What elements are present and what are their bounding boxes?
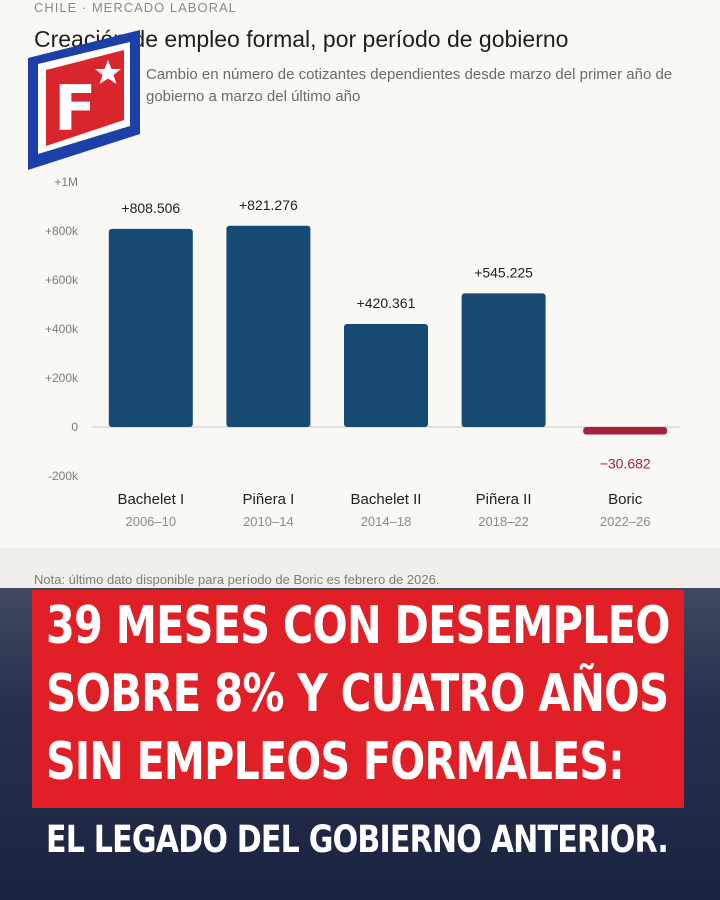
y-tick-label: +200k <box>45 371 79 385</box>
logo-letter: F <box>54 72 96 145</box>
bar <box>226 225 311 427</box>
y-tick-label: +400k <box>45 322 79 336</box>
y-tick-label: -200k <box>48 469 79 483</box>
x-tick-label: Piñera II <box>476 491 532 508</box>
headline-subline: EL LEGADO DEL GOBIERNO ANTERIOR. <box>46 818 669 861</box>
x-period-label: 2014–18 <box>361 514 412 529</box>
headline-line-3: SIN EMPLEOS FORMALES: <box>46 732 625 792</box>
bar <box>108 228 193 427</box>
note-strip <box>0 548 720 588</box>
y-tick-label: +600k <box>45 273 79 287</box>
bar <box>461 293 546 427</box>
bar-chart: +1M +800k +600k +400k +200k 0 -200k +808.506 Bac… <box>45 175 680 529</box>
headline-box <box>32 590 684 808</box>
chart-kicker: CHILE · MERCADO LABORAL <box>34 0 237 15</box>
chart-subtitle: Cambio en número de cotizantes dependien… <box>146 66 673 105</box>
x-tick-label: Bachelet I <box>117 491 184 508</box>
chart-note: Nota: último dato disponible para períod… <box>34 572 440 587</box>
data-label: +420.361 <box>357 295 416 311</box>
bar <box>344 324 428 427</box>
headline-line-2: SOBRE 8% Y CUATRO AÑOS <box>46 664 669 724</box>
x-period-label: 2010–14 <box>243 514 294 529</box>
brand-logo: F <box>28 30 140 170</box>
x-tick-label: Boric <box>608 491 643 508</box>
x-tick-label: Bachelet II <box>351 491 422 508</box>
data-label: −30.682 <box>600 456 651 472</box>
x-period-label: 2006–10 <box>125 514 176 529</box>
x-period-label: 2018–22 <box>478 514 529 529</box>
data-label: +808.506 <box>121 200 180 216</box>
y-tick-label: +1M <box>54 175 78 189</box>
data-label: +821.276 <box>239 197 298 213</box>
x-tick-label: Piñera I <box>243 491 295 508</box>
star-icon <box>95 60 121 84</box>
bar <box>583 427 668 435</box>
y-tick-label: +800k <box>45 224 79 238</box>
x-period-label: 2022–26 <box>600 514 651 529</box>
y-tick-label: 0 <box>71 420 78 434</box>
headline-line-1: 39 MESES CON DESEMPLEO <box>46 596 671 656</box>
data-label: +545.225 <box>474 264 533 280</box>
